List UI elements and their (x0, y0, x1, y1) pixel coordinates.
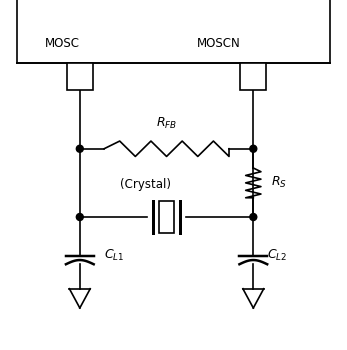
Circle shape (76, 214, 83, 220)
Text: $R_{FB}$: $R_{FB}$ (156, 116, 177, 131)
Bar (67, 63, 93, 90)
Text: MOSC: MOSC (45, 37, 80, 50)
Circle shape (76, 145, 83, 152)
Bar (159, 201, 174, 233)
Circle shape (250, 214, 257, 220)
Circle shape (250, 145, 257, 152)
Text: (Crystal): (Crystal) (120, 178, 171, 191)
Text: $R_S$: $R_S$ (271, 175, 287, 190)
Text: $C_{L2}$: $C_{L2}$ (267, 248, 287, 263)
Bar (240, 63, 266, 90)
Text: $C_{L1}$: $C_{L1}$ (104, 248, 125, 263)
Text: MOSCN: MOSCN (197, 37, 240, 50)
